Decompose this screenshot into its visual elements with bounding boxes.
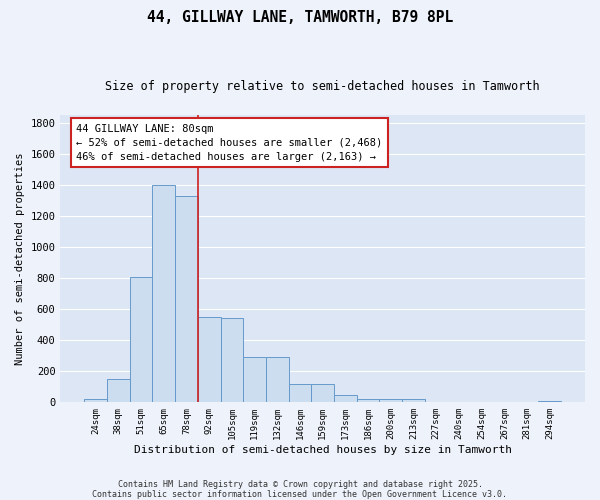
Text: 44 GILLWAY LANE: 80sqm
← 52% of semi-detached houses are smaller (2,468)
46% of : 44 GILLWAY LANE: 80sqm ← 52% of semi-det… bbox=[76, 124, 382, 162]
Text: Contains HM Land Registry data © Crown copyright and database right 2025.
Contai: Contains HM Land Registry data © Crown c… bbox=[92, 480, 508, 499]
Bar bbox=[152, 185, 175, 402]
Bar bbox=[266, 356, 289, 403]
Bar bbox=[311, 384, 334, 402]
Bar bbox=[107, 379, 130, 402]
Bar bbox=[357, 399, 379, 402]
Bar bbox=[175, 196, 198, 402]
Bar bbox=[289, 384, 311, 402]
Bar bbox=[538, 401, 561, 402]
Bar bbox=[243, 356, 266, 403]
Bar bbox=[334, 394, 357, 402]
Bar bbox=[402, 399, 425, 402]
Bar bbox=[221, 318, 243, 402]
Bar bbox=[84, 399, 107, 402]
Text: 44, GILLWAY LANE, TAMWORTH, B79 8PL: 44, GILLWAY LANE, TAMWORTH, B79 8PL bbox=[147, 10, 453, 25]
Bar bbox=[379, 399, 402, 402]
Bar bbox=[198, 317, 221, 402]
Bar bbox=[130, 276, 152, 402]
X-axis label: Distribution of semi-detached houses by size in Tamworth: Distribution of semi-detached houses by … bbox=[134, 445, 512, 455]
Y-axis label: Number of semi-detached properties: Number of semi-detached properties bbox=[15, 152, 25, 365]
Title: Size of property relative to semi-detached houses in Tamworth: Size of property relative to semi-detach… bbox=[106, 80, 540, 93]
